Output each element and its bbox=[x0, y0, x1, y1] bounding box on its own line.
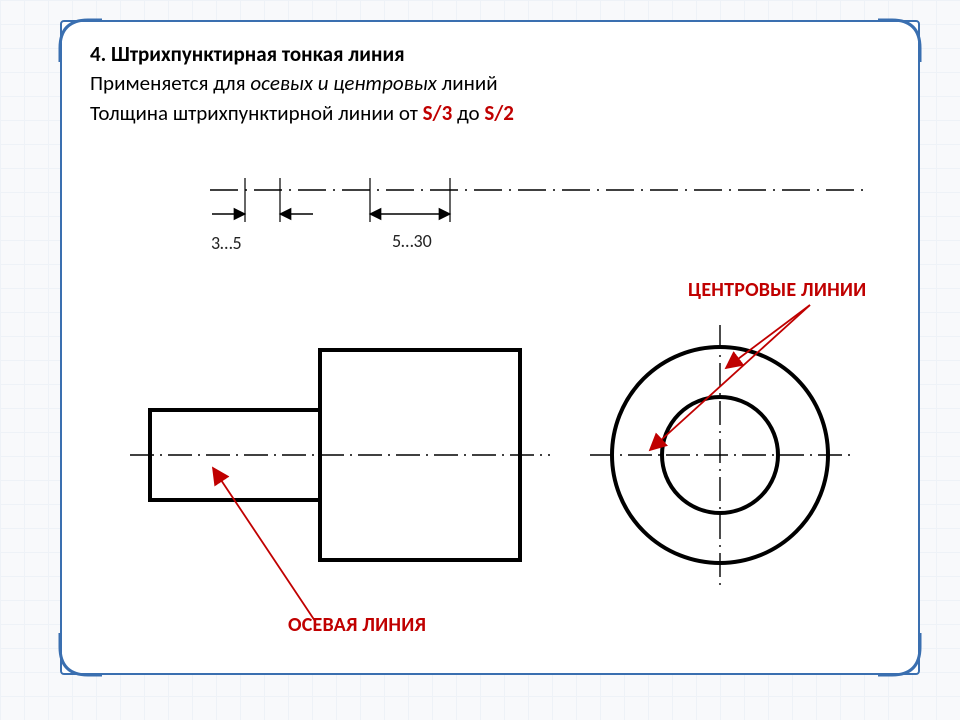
technical-drawing bbox=[90, 100, 894, 660]
slide-frame: 4. Штрихпунктирная тонкая линия Применяе… bbox=[60, 20, 920, 675]
heading-title: Штрихпунктирная тонкая линия bbox=[111, 41, 405, 67]
heading-line2-ital: осевых и центровых bbox=[250, 70, 441, 96]
heading-line2-pre: Применяется для bbox=[90, 70, 250, 96]
heading-line2-post: линий bbox=[442, 70, 498, 96]
center-lines-callout: ЦЕНТРОВЫЕ ЛИНИИ bbox=[688, 278, 866, 302]
axis-line-callout: ОСЕВАЯ ЛИНИЯ bbox=[288, 613, 426, 637]
concentric-circles-view bbox=[590, 325, 850, 585]
heading-number: 4. bbox=[90, 41, 106, 67]
stepped-shaft-view bbox=[130, 350, 550, 560]
content-area: 4. Штрихпунктирная тонкая линия Применяе… bbox=[90, 40, 890, 655]
dashdot-sample bbox=[210, 178, 870, 222]
dash-dimension-label: 5…30 bbox=[392, 230, 432, 252]
gap-dimension-label: 3…5 bbox=[211, 232, 242, 254]
